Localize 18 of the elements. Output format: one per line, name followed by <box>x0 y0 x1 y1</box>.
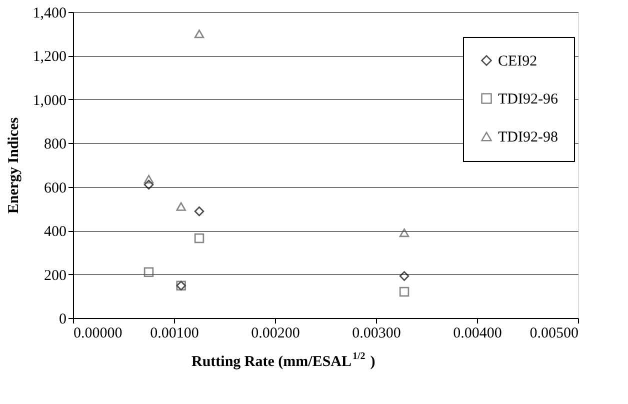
y-tick-label: 1,000 <box>32 92 66 109</box>
x-tick-label: 0.00400 <box>453 326 502 342</box>
y-tick-label: 0 <box>59 312 66 328</box>
legend-label: CEI92 <box>498 54 538 70</box>
x-tick-label: 0.00000 <box>74 326 122 342</box>
y-tick-label: 1,400 <box>32 6 66 22</box>
legend-label: TDI92-96 <box>498 92 558 108</box>
y-tick-label: 800 <box>44 136 66 153</box>
y-tick-label: 1,200 <box>32 49 66 66</box>
x-tick-label: 0.00100 <box>150 326 199 342</box>
y-tick-label: 400 <box>44 224 66 240</box>
legend-label: TDI92-98 <box>498 130 558 146</box>
y-tick-label: 600 <box>44 180 66 196</box>
x-tick-label: 0.00500 <box>530 326 578 342</box>
y-tick-label: 200 <box>44 268 66 284</box>
x-tick-label: 0.00300 <box>352 326 401 342</box>
x-tick-label: 0.00200 <box>251 326 300 342</box>
y-axis-title: Energy Indices <box>6 117 22 214</box>
